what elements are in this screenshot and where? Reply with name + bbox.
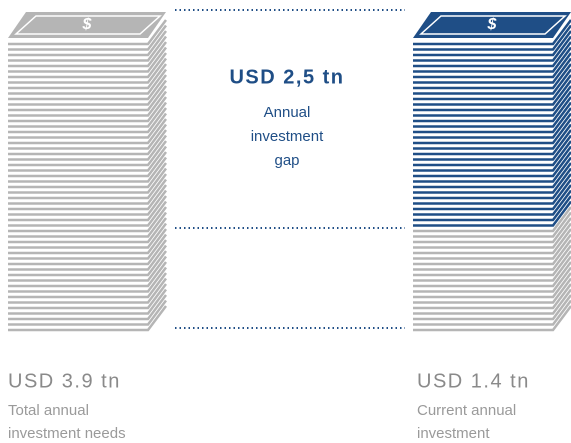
left-amount: USD 3.9 tn — [8, 370, 121, 392]
gap-text: Annual — [264, 104, 311, 121]
right-amount: USD 1.4 tn — [417, 370, 530, 392]
right-text: Current annual — [417, 402, 516, 419]
right-stack: $ — [413, 12, 571, 330]
left-text: investment needs — [8, 425, 126, 442]
gap-text: gap — [274, 152, 299, 169]
infographic: $ $ USD 2,5 tn Annual investment gap USD… — [0, 0, 571, 443]
dollar-symbol: $ — [82, 16, 93, 33]
page: $ $ USD 2,5 tn Annual investment gap USD… — [0, 0, 571, 443]
left-text: Total annual — [8, 402, 89, 419]
dotted-lines — [175, 10, 405, 328]
gap-text: investment — [251, 128, 324, 145]
left-stack: $ — [8, 12, 166, 330]
right-text: investment — [417, 425, 490, 442]
dollar-symbol: $ — [487, 16, 498, 33]
gap-amount: USD 2,5 tn — [229, 66, 344, 88]
